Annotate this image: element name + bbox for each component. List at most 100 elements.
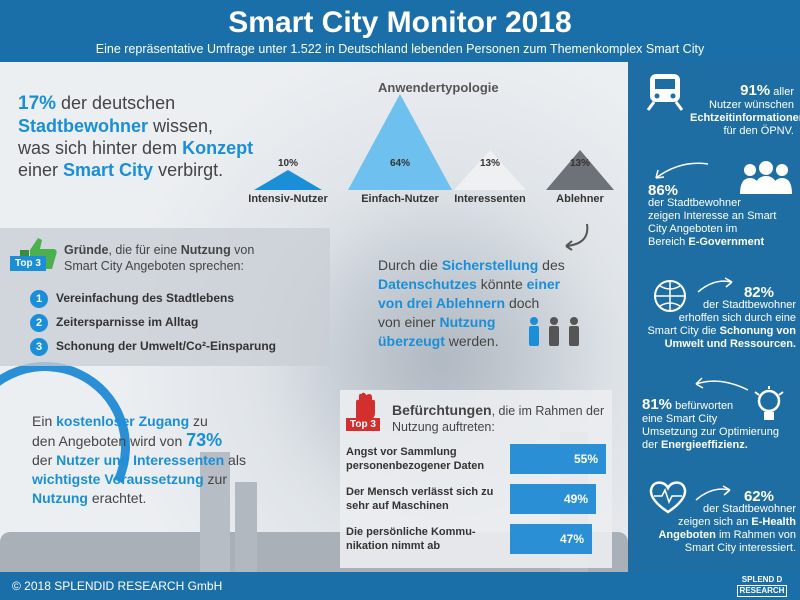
- stat-text: Schonung von: [719, 325, 796, 337]
- people-icon: [738, 160, 794, 196]
- typology-pct: 10%: [277, 158, 298, 169]
- stat-pct: 82%: [743, 284, 774, 301]
- page-subtitle: Eine repräsentative Umfrage unter 1.522 …: [95, 42, 705, 56]
- privacy-text: des: [538, 257, 565, 273]
- typology-label: Intensiv-Nutzer: [248, 193, 328, 205]
- fears-heading-text: Befürchtungen: [392, 402, 492, 418]
- stat-text: Smart City interessiert.: [684, 542, 796, 554]
- reason-number: 1: [30, 290, 48, 308]
- train-icon: [640, 72, 690, 112]
- stat-text: Echtzeitinformationen: [690, 112, 800, 124]
- stat-62: 62% der Stadtbewohner zeigen sich an E-H…: [636, 488, 796, 555]
- privacy-text: doch: [505, 295, 540, 311]
- intro-statement: 17% der deutschen Stadtbewohner wissen, …: [18, 92, 258, 181]
- stat-text: Smart City die: [647, 325, 720, 337]
- typology-triangle: [546, 150, 614, 190]
- stat-pct: 81%: [642, 396, 673, 413]
- logo-text: SPLEND D: [741, 575, 783, 584]
- stat-text: für den ÖPNV.: [723, 125, 794, 137]
- reasons-heading-text: Smart City Angeboten sprechen:: [64, 259, 244, 273]
- fears-heading-text: Nutzung auftreten:: [392, 420, 495, 434]
- three-people-icon: [524, 316, 584, 346]
- intro-text: was sich hinter dem: [18, 138, 183, 158]
- intro-text: Stadtbewohner: [18, 116, 149, 136]
- stat-text: E-Government: [688, 236, 765, 248]
- stat-pct: 86%: [648, 182, 679, 199]
- typology-pct: 13%: [569, 158, 590, 169]
- fears-heading-text: , die im Rahmen der: [491, 404, 605, 418]
- fear-bar: 55%: [510, 444, 606, 474]
- building-decoration: [235, 482, 257, 572]
- heart-icon: [648, 480, 688, 514]
- free-access-text: wichtigste Voraussetzung: [32, 471, 204, 487]
- copyright: © 2018 SPLENDID RESEARCH GmbH: [12, 579, 223, 593]
- fear-bar: 47%: [510, 524, 592, 554]
- stat-text: der Stadtbewohner: [648, 197, 741, 209]
- stat-text: Nutzer wünschen: [709, 99, 794, 111]
- right-column: [628, 62, 800, 572]
- intro-text: wissen,: [148, 116, 214, 136]
- globe-icon: [652, 278, 688, 314]
- fear-label: Angst vor Sammlung personenbezogener Dat…: [346, 446, 485, 472]
- free-access-text: kostenloser Zugang: [56, 413, 190, 429]
- reason-number: 2: [30, 314, 48, 332]
- intro-text: einer: [18, 160, 64, 180]
- stat-86: 86% der Stadtbewohner zeigen Interesse a…: [648, 182, 796, 249]
- free-access-text: erachtet.: [87, 490, 147, 506]
- arrow-icon: [694, 276, 738, 296]
- lightbulb-icon: [752, 386, 786, 426]
- reason-number: 3: [30, 338, 48, 356]
- privacy-text: werden.: [444, 333, 499, 349]
- intro-pct: 17%: [18, 93, 57, 114]
- stat-text: eine Smart City: [642, 413, 718, 425]
- free-access-text: zu: [189, 413, 208, 429]
- building-decoration: [200, 452, 230, 572]
- reason-item: 1 Vereinfachung des Stadtlebens: [30, 290, 234, 308]
- reason-item: 2 Zeitersparnisse im Alltag: [30, 314, 198, 332]
- stat-text: der Stadtbewohner: [703, 503, 796, 515]
- typology-pct: 64%: [389, 158, 410, 169]
- typology-title: Anwendertypologie: [378, 80, 499, 95]
- fear-label: Die persönliche Kommu-nikation nimmt ab: [346, 526, 476, 552]
- fears-badge: Top 3: [346, 418, 380, 431]
- stat-text: Umwelt und Ressourcen.: [664, 338, 796, 350]
- free-access-text: als: [224, 452, 246, 468]
- curved-arrow-icon: [552, 222, 592, 252]
- typology-label: Interessenten: [454, 193, 526, 205]
- typology-label: Ablehner: [556, 193, 604, 205]
- typology-pct: 13%: [479, 158, 500, 169]
- privacy-text: Nutzung: [439, 314, 496, 330]
- stat-text: Umsetzung zur Optimierung: [642, 426, 779, 438]
- privacy-text: Sicherstellung: [441, 257, 539, 273]
- company-logo: SPLEND D RESEARCH: [732, 575, 792, 597]
- reasons-heading-text: Gründe: [64, 243, 109, 257]
- stat-text: City Angeboten im: [648, 223, 738, 235]
- stat-82: 82% der Stadtbewohner erhoffen sich durc…: [636, 284, 796, 351]
- stat-text: befürworten: [672, 400, 734, 412]
- stop-hand-icon: [350, 392, 380, 422]
- free-access-text: Nutzer und Interessenten: [56, 452, 225, 468]
- reasons-heading-text: von: [230, 243, 255, 257]
- stat-text: Bereich: [648, 236, 689, 248]
- stat-text: aller: [770, 86, 794, 98]
- privacy-statement: Durch die Sicherstellung des Datenschutz…: [378, 256, 588, 351]
- stat-text: zeigen sich an: [677, 516, 752, 528]
- typology-triangle: [454, 150, 526, 190]
- arrow-icon: [690, 374, 750, 394]
- intro-text: Konzept: [182, 138, 254, 158]
- privacy-text: von drei Ablehnern: [378, 295, 506, 311]
- main-area: [0, 62, 628, 572]
- reasons-badge: Top 3: [10, 256, 46, 271]
- stat-pct: 62%: [743, 488, 774, 505]
- typology-label: Einfach-Nutzer: [361, 193, 439, 205]
- stat-text: zeigen Interesse an Smart: [648, 210, 777, 222]
- stat-text: Angeboten: [658, 529, 716, 541]
- arrow-icon: [650, 160, 710, 184]
- stat-text: der Stadtbewohner: [703, 299, 796, 311]
- privacy-text: Datenschutzes: [378, 276, 477, 292]
- reason-label: Schonung der Umwelt/Co²-Einsparung: [56, 339, 277, 353]
- page-title: Smart City Monitor 2018: [228, 6, 572, 39]
- privacy-text: könnte: [476, 276, 527, 292]
- typology-triangle: [348, 94, 452, 190]
- stat-pct: 91%: [740, 82, 771, 99]
